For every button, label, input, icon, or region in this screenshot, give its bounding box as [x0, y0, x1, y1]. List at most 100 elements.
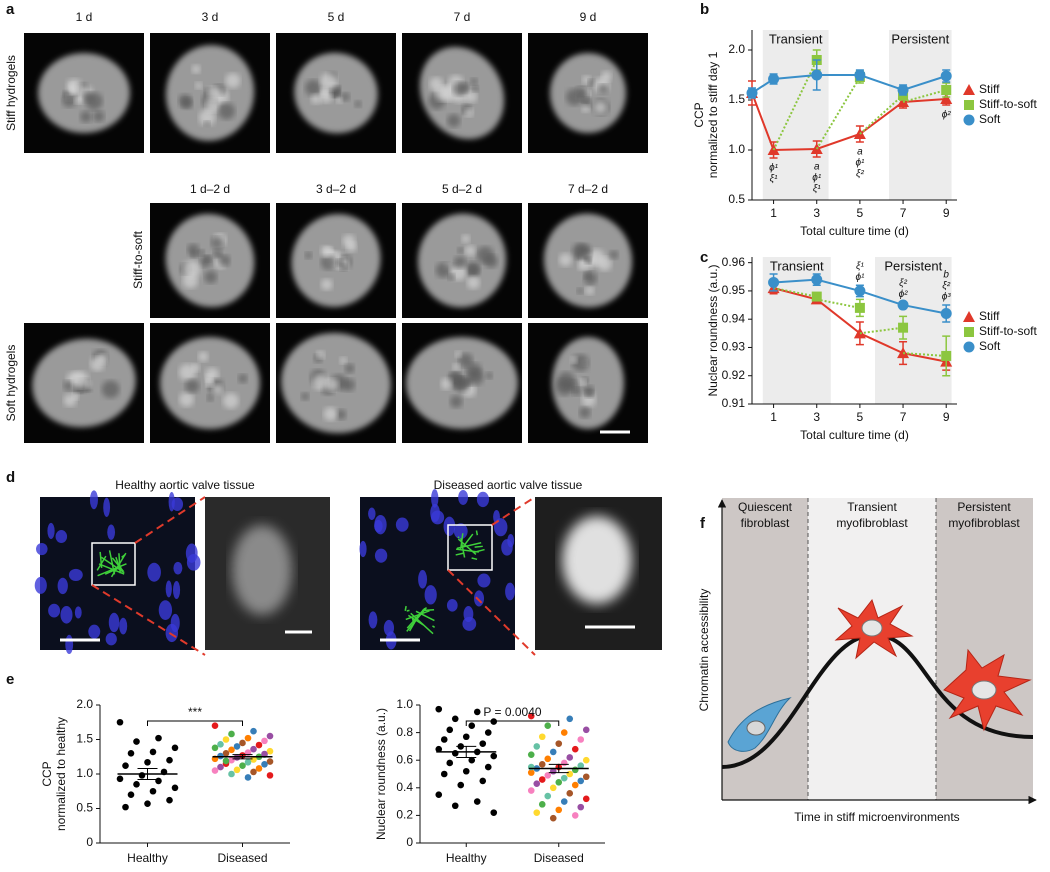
cell-nucleus — [36, 542, 48, 556]
y-tick-label: 0.5 — [728, 192, 745, 206]
chromatin-spot — [581, 97, 592, 108]
cell-nucleus — [119, 617, 128, 635]
y-tick-label: 0.94 — [722, 311, 746, 325]
chromatin-spot — [320, 245, 333, 258]
chromatin-spot — [585, 286, 595, 295]
chromatin-spot — [72, 371, 89, 389]
chromatin-spot — [336, 97, 343, 104]
nucleus — [562, 516, 632, 604]
chromatin-spot — [457, 247, 464, 254]
panel-label: f — [700, 515, 706, 532]
data-point — [538, 801, 546, 808]
y-tick-label: 0.96 — [722, 255, 746, 269]
chromatin-spot — [74, 97, 82, 105]
cell-nucleus — [105, 632, 117, 646]
y-axis-label: CCP — [40, 761, 54, 786]
phase-label: Persistent — [957, 500, 1011, 514]
chromatin-spot — [465, 261, 481, 277]
data-point — [435, 705, 443, 713]
fiber — [118, 553, 121, 574]
y-tick-label: 1.5 — [76, 732, 93, 746]
cell-nucleus — [446, 599, 458, 612]
chromatin-spot — [339, 263, 348, 271]
cell-nucleus — [108, 612, 120, 633]
cell-nucleus — [48, 603, 61, 618]
zoom-line — [91, 584, 206, 656]
data-point — [898, 322, 909, 333]
chromatin-spot — [213, 248, 223, 258]
timepoint-label: 5 d–2 d — [442, 182, 482, 196]
phase-label: fibroblast — [741, 516, 790, 530]
cell-nucleus — [463, 605, 474, 623]
data-point — [446, 726, 454, 734]
data-point — [490, 718, 498, 725]
timepoint-label: 7 d — [454, 10, 471, 24]
data-point — [155, 734, 162, 742]
cell-nucleus — [173, 561, 183, 575]
transfer-line — [816, 298, 861, 309]
chromatin-spot — [458, 353, 473, 368]
chromatin-spot — [447, 114, 461, 128]
sem-bar — [548, 763, 569, 774]
data-point — [549, 814, 557, 822]
annotation: ϕ² — [899, 289, 909, 300]
cell-nucleus — [47, 522, 55, 539]
data-point — [255, 741, 263, 749]
data-point — [473, 708, 481, 716]
y-axis-label: Nuclear roundness (a.u.) — [374, 708, 388, 840]
data-point — [149, 748, 157, 756]
phase-label: Transient — [770, 258, 824, 273]
sem-bar — [232, 754, 253, 760]
data-point — [233, 743, 241, 750]
chromatin-spot — [82, 91, 95, 104]
chromatin-spot — [566, 379, 579, 393]
annotation: ξ² — [856, 169, 864, 180]
zoom-box — [447, 524, 493, 571]
chromatin-spot — [72, 392, 80, 400]
data-point — [941, 85, 952, 95]
annotation: ξ¹ — [856, 261, 864, 272]
chromatin-spot — [187, 243, 200, 256]
chromatin-spot — [340, 92, 350, 102]
data-point — [560, 774, 568, 782]
data-point — [261, 737, 268, 745]
legend-swatch — [963, 311, 975, 322]
cell-nucleus — [65, 634, 74, 655]
annotation: ξ² — [899, 278, 907, 289]
cell-nucleus — [74, 606, 82, 619]
data-point — [446, 759, 454, 767]
x-tick-label: Healthy — [127, 851, 168, 865]
legend-swatch — [964, 100, 974, 110]
chromatin-spot — [449, 395, 463, 408]
data-point — [544, 772, 552, 779]
panel-label: a — [6, 1, 15, 18]
chromatin-spot — [205, 98, 220, 113]
chromatin-spot — [225, 73, 241, 89]
cell-nucleus — [476, 491, 490, 508]
data-point — [244, 774, 252, 781]
y-tick-label: 0.6 — [396, 752, 413, 766]
chromatin-spot — [577, 260, 588, 271]
data-point — [555, 778, 563, 786]
transfer-line — [772, 59, 818, 151]
micrograph — [150, 33, 270, 153]
cell-nucleus — [88, 624, 101, 639]
annotation: ϕ² — [942, 110, 952, 121]
data-point — [166, 756, 173, 764]
data-point — [440, 770, 448, 778]
cell-nucleus — [103, 497, 111, 517]
chromatin-spot — [584, 271, 592, 280]
data-point — [854, 69, 866, 81]
data-point — [527, 751, 535, 758]
y-tick-label: 1.0 — [728, 142, 745, 156]
data-point — [582, 795, 590, 803]
data-point — [217, 763, 224, 771]
chromatin-spot — [609, 250, 619, 260]
fiber — [471, 557, 478, 561]
data-point — [566, 770, 574, 778]
chromatin-spot — [485, 372, 493, 380]
data-point — [250, 756, 257, 763]
chromatin-spot — [325, 378, 339, 392]
chromatin-spot — [198, 109, 216, 126]
chromatin-spot — [588, 249, 605, 266]
